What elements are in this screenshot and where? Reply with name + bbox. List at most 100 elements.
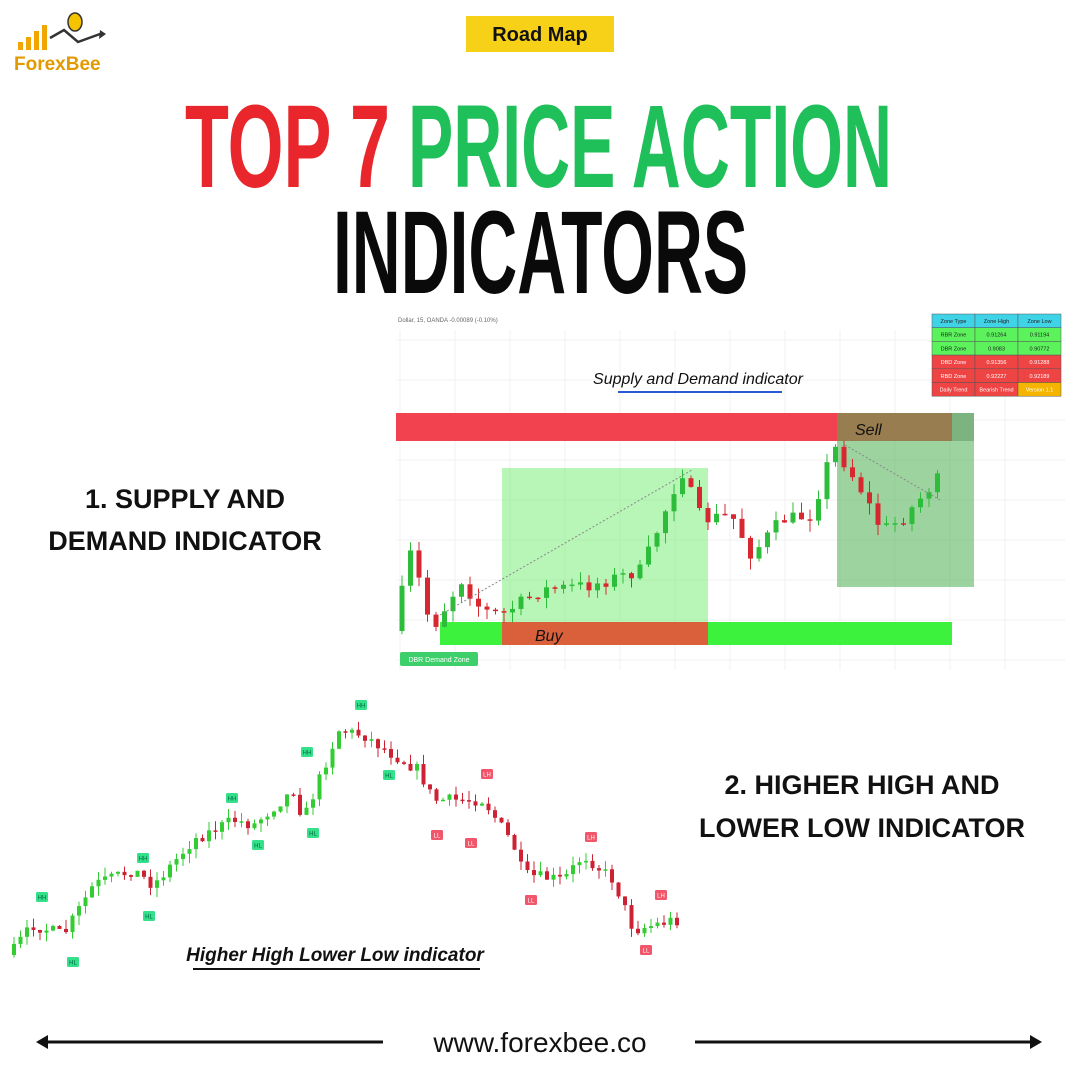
candle-body	[935, 473, 940, 493]
candle-body	[142, 870, 146, 877]
candle-body	[122, 871, 127, 876]
candle-body	[70, 915, 75, 933]
hh-ll-chart: Higher High Lower Low indicator HH HL HH HL…	[12, 700, 679, 970]
swing-label-bg	[585, 832, 597, 842]
swing-label: LL	[468, 842, 475, 848]
candle-body	[493, 810, 497, 818]
candle-body	[756, 547, 762, 559]
candle-body	[473, 801, 478, 806]
candle-body	[116, 871, 120, 874]
title-part: PRICE ACTION	[408, 81, 892, 213]
candle-body	[467, 800, 471, 802]
candle-body	[434, 789, 439, 801]
swing-label: LH	[483, 773, 491, 779]
candle-body	[623, 896, 627, 906]
candle-body	[901, 523, 906, 525]
candle-body	[382, 748, 387, 750]
candle-body	[291, 794, 296, 796]
footer-arrow	[36, 1035, 48, 1049]
logo-bar	[42, 25, 47, 50]
candle-body	[363, 735, 367, 741]
candle-body	[148, 876, 153, 888]
candle-body	[671, 494, 677, 512]
candle-body	[663, 511, 668, 534]
logo-bar	[34, 31, 39, 50]
swing-label: HH	[139, 857, 148, 863]
candle-body	[18, 936, 23, 944]
buy-label: Buy	[535, 628, 564, 645]
candle-body	[722, 513, 728, 516]
swing-label: LL	[528, 899, 535, 905]
swing-label-bg	[36, 892, 48, 902]
sell-label: Sell	[855, 422, 882, 439]
candle-body	[174, 859, 179, 865]
swing-label: HL	[145, 915, 153, 921]
candle-body	[892, 523, 898, 525]
candle-body	[168, 864, 172, 878]
candle-body	[824, 462, 830, 500]
candle-body	[493, 609, 498, 612]
candle-body	[790, 512, 796, 523]
buy-box	[502, 468, 708, 645]
candle-body	[317, 774, 322, 800]
footer-arrow	[1030, 1035, 1042, 1049]
section-label: 2. HIGHER HIGH AND	[724, 770, 999, 800]
candle-body	[586, 582, 592, 591]
swing-label: LL	[434, 834, 441, 840]
zone-tag-bg	[400, 652, 478, 666]
zone-tag: DBR Demand Zone	[408, 657, 469, 664]
logo-bar	[26, 37, 31, 50]
footer-url[interactable]: www.forexbee.co	[432, 1027, 646, 1058]
swing-label: HH	[38, 896, 47, 902]
candle-body	[376, 739, 380, 749]
candle-body	[324, 767, 328, 775]
candle-body	[226, 817, 231, 823]
candle-body	[506, 822, 510, 836]
candle-body	[662, 922, 666, 925]
candle-body	[590, 860, 595, 869]
logo-bar	[18, 42, 23, 50]
candle-body	[311, 799, 315, 808]
swing-label: LL	[643, 949, 650, 955]
candle-body	[96, 879, 101, 887]
candle-body	[688, 478, 694, 487]
candle-body	[654, 533, 660, 547]
candle-body	[620, 573, 626, 575]
candle-body	[369, 739, 374, 741]
candle-body	[649, 926, 653, 928]
swing-label-bg	[383, 770, 395, 780]
swing-label: LH	[587, 836, 595, 842]
candle-body	[765, 532, 770, 548]
table-text: 0.91356	[987, 360, 1007, 366]
candle-body	[408, 763, 413, 771]
candle-body	[629, 905, 634, 929]
title-part: TOP 7	[185, 81, 390, 213]
candle-body	[714, 513, 719, 523]
candle-body	[799, 512, 804, 520]
swing-label-bg	[143, 911, 155, 921]
chart-caption: Higher High Lower Low indicator	[186, 945, 485, 966]
candle-body	[680, 478, 685, 495]
candle-body	[442, 611, 447, 627]
candle-body	[637, 564, 643, 579]
candle-body	[668, 917, 673, 925]
logo-arrow-head	[99, 30, 106, 39]
candle-body	[304, 807, 309, 815]
candle-body	[433, 614, 439, 627]
candle-body	[77, 906, 81, 916]
table-text: 0.91264	[987, 333, 1007, 339]
candle-body	[476, 598, 481, 607]
table-text: RBR Zone	[941, 333, 967, 339]
table-text: 0.90772	[1030, 346, 1050, 352]
candle-body	[875, 503, 881, 525]
candle-body	[636, 928, 640, 934]
candle-body	[584, 860, 588, 863]
candle-body	[484, 606, 490, 610]
candle-body	[25, 927, 29, 937]
candle-body	[501, 611, 507, 613]
candle-body	[918, 498, 923, 508]
swing-label-bg	[226, 793, 238, 803]
candle-body	[12, 943, 16, 955]
candle-body	[705, 508, 711, 523]
